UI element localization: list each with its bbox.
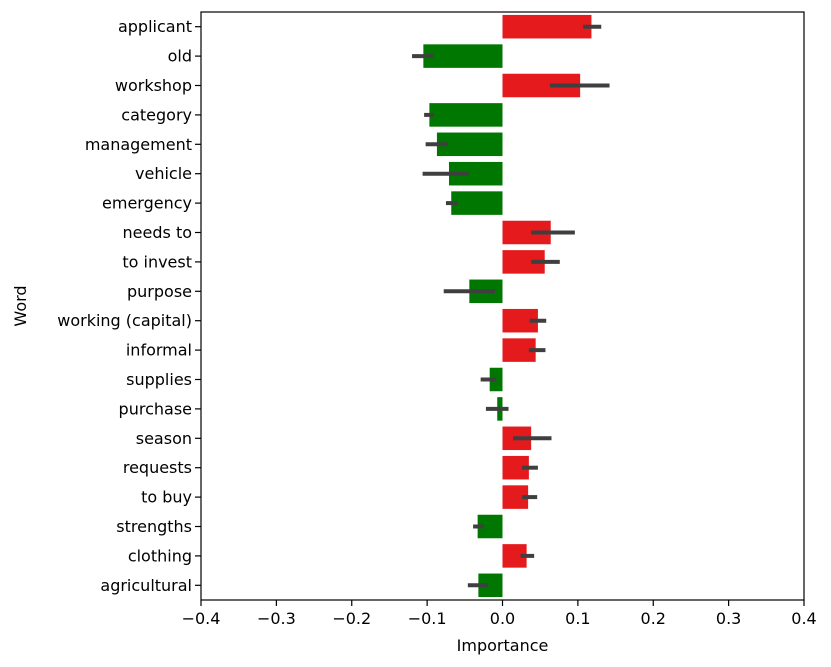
x-tick-label: −0.3 — [257, 609, 296, 628]
y-tick-label: agricultural — [100, 576, 192, 595]
x-tick-label: −0.1 — [408, 609, 447, 628]
y-tick-label: working (capital) — [57, 311, 192, 330]
bar-applicant — [502, 14, 592, 39]
bar-emergency — [451, 191, 503, 215]
error-bars-layer — [412, 24, 610, 588]
y-tick-label: clothing — [128, 546, 192, 565]
bar-to-invest — [502, 250, 545, 274]
bar-needs-to — [502, 220, 551, 245]
y-axis: applicant old workshop category management ve… — [57, 17, 201, 595]
bar-management — [436, 132, 503, 157]
bar-informal — [502, 338, 536, 362]
y-tick-label: management — [85, 135, 192, 154]
bar-to-buy — [502, 485, 529, 509]
x-axis: −0.4 −0.3 −0.2 −0.1 0.0 0.1 0.2 0.3 0.4 — [182, 600, 817, 628]
y-tick-label: category — [121, 105, 192, 124]
x-tick-label: −0.4 — [182, 609, 221, 628]
plot-frame — [200, 11, 805, 601]
y-tick-label: vehicle — [135, 164, 192, 183]
bar-requests — [502, 455, 529, 480]
bar-vehicle — [448, 161, 503, 186]
x-tick-label: −0.2 — [332, 609, 371, 628]
x-tick-label: 0.2 — [641, 609, 666, 628]
bars-layer — [423, 14, 592, 598]
y-tick-label: old — [168, 47, 192, 66]
y-axis-label: Word — [11, 285, 30, 326]
y-tick-label: to buy — [141, 488, 192, 507]
x-axis-label: Importance — [457, 636, 549, 655]
x-tick-label: 0.1 — [565, 609, 590, 628]
bar-clothing — [502, 544, 527, 568]
y-tick-label: purchase — [119, 399, 192, 418]
bar-category — [429, 103, 503, 127]
y-tick-label: requests — [123, 458, 192, 477]
bar-working-capital- — [502, 308, 538, 333]
y-tick-label: purpose — [127, 282, 192, 301]
x-tick-label: 0.3 — [716, 609, 741, 628]
y-tick-label: supplies — [126, 370, 192, 389]
x-tick-label: 0.4 — [791, 609, 816, 628]
y-tick-label: applicant — [118, 17, 192, 36]
y-tick-label: needs to — [123, 223, 192, 242]
y-tick-label: workshop — [115, 76, 192, 95]
y-tick-label: emergency — [102, 194, 192, 213]
y-tick-label: to invest — [122, 252, 192, 271]
y-tick-label: informal — [126, 341, 192, 360]
bar-agricultural — [478, 573, 503, 598]
bar-strengths — [477, 514, 503, 539]
bar-old — [423, 44, 503, 68]
y-tick-label: strengths — [116, 517, 192, 536]
bar-workshop — [502, 73, 581, 98]
y-tick-label: season — [136, 429, 192, 448]
x-tick-label: 0.0 — [490, 609, 515, 628]
